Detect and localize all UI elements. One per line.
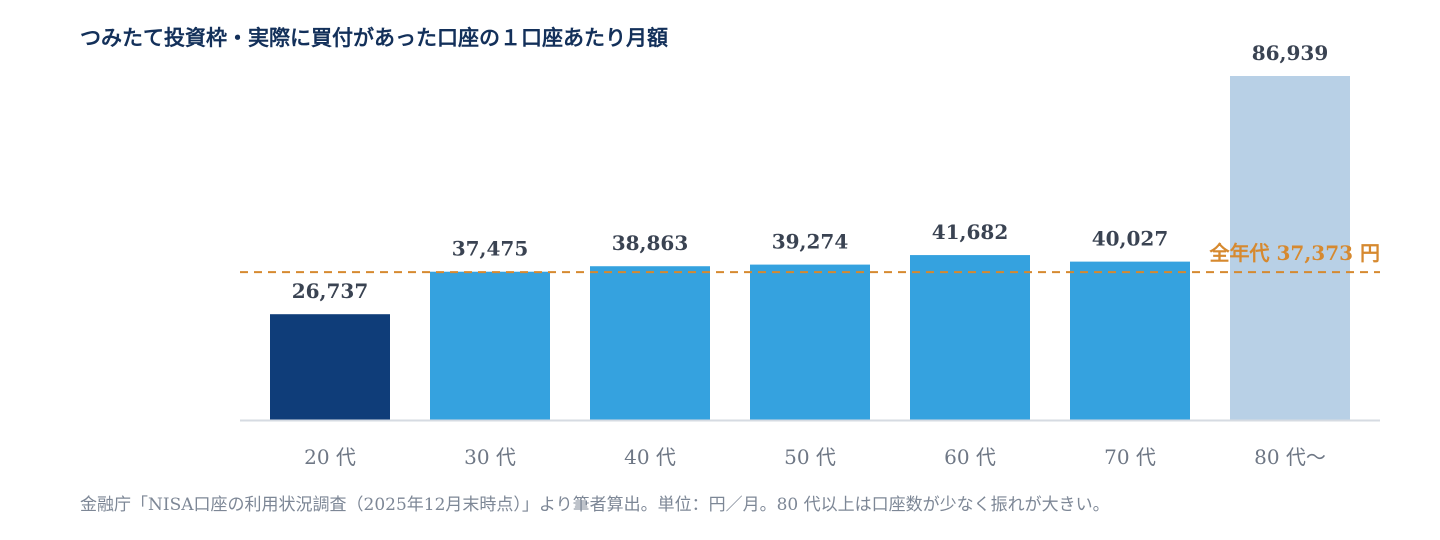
bar-1: [430, 271, 550, 420]
bar-3: [750, 264, 870, 420]
x-tick-label-6: 80 代〜: [1254, 445, 1326, 469]
x-tick-label-0: 20 代: [304, 445, 356, 469]
bar-value-label-3: 39,274: [772, 230, 849, 254]
bar-value-label-5: 40,027: [1092, 227, 1169, 251]
chart-footnote: 金融庁「NISA口座の利用状況調査（2025年12月末時点）」より筆者算出。単位…: [80, 495, 1110, 515]
average-reference-label: 全年代 37,373 円: [1209, 241, 1380, 265]
bar-6: [1230, 76, 1350, 420]
bar-4: [910, 255, 1030, 420]
bar-value-label-4: 41,682: [932, 220, 1009, 244]
bar-5: [1070, 261, 1190, 420]
bar-value-label-6: 86,939: [1252, 41, 1329, 65]
bar-2: [590, 266, 710, 420]
x-tick-label-5: 70 代: [1104, 445, 1156, 469]
x-tick-label-3: 50 代: [784, 445, 836, 469]
x-tick-label-4: 60 代: [944, 445, 996, 469]
x-tick-label-2: 40 代: [624, 445, 676, 469]
bar-value-label-2: 38,863: [612, 231, 689, 255]
bar-value-label-1: 37,475: [452, 237, 529, 261]
chart-title: つみたて投資枠・実際に買付があった口座の１口座あたり月額: [80, 25, 668, 50]
bar-0: [270, 314, 390, 420]
x-tick-label-1: 30 代: [464, 445, 516, 469]
bar-value-label-0: 26,737: [292, 279, 369, 303]
